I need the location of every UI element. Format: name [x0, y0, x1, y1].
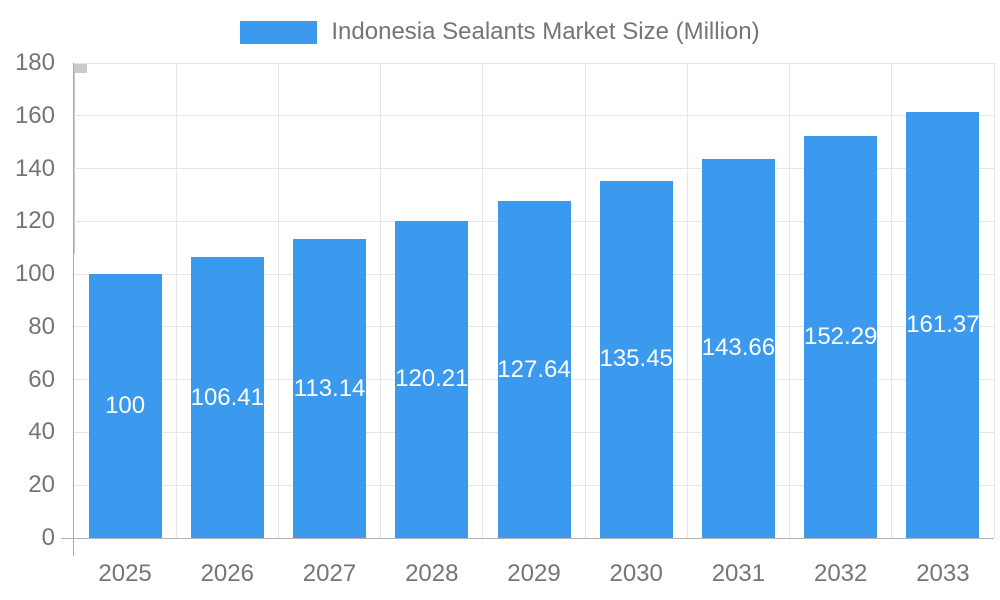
bar-2027[interactable] — [293, 239, 367, 538]
gridline-vertical — [993, 63, 995, 538]
x-axis-label: 2033 — [916, 560, 970, 587]
gridline-vertical — [891, 63, 893, 538]
y-axis-label: 120 — [14, 207, 55, 235]
gridline-vertical — [482, 63, 484, 538]
x-axis-label: 2030 — [609, 560, 663, 587]
bar-value-label: 113.14 — [293, 374, 366, 402]
legend[interactable]: Indonesia Sealants Market Size (Million) — [0, 14, 1000, 50]
y-axis-label: 160 — [14, 101, 55, 129]
bar-2031[interactable] — [701, 158, 775, 538]
x-tick-mark — [74, 199, 75, 217]
bar-2026[interactable] — [190, 257, 264, 538]
y-axis-line — [73, 63, 74, 556]
plot-area: 0 20 40 60 80 100 120 140 160 180 100 2025 106.41 202… — [15, 49, 995, 587]
y-tick-mark — [74, 67, 87, 68]
x-tick-mark — [74, 109, 75, 127]
x-tick-mark — [74, 91, 75, 109]
y-axis-label: 180 — [14, 49, 55, 76]
y-tick-mark — [74, 72, 87, 73]
x-axis-label: 2027 — [302, 560, 357, 587]
legend-swatch-icon — [240, 20, 318, 44]
x-tick-mark — [74, 127, 75, 145]
gridline-horizontal — [74, 62, 994, 64]
y-tick-mark — [74, 64, 87, 65]
x-axis-label: 2029 — [507, 560, 561, 587]
bar-2030[interactable] — [599, 180, 673, 538]
y-tick-mark — [74, 71, 87, 72]
gridline-vertical — [789, 63, 791, 538]
bar-value-label: 161.37 — [906, 311, 980, 339]
gridline-vertical — [584, 63, 586, 538]
y-axis-label: 100 — [14, 260, 55, 288]
x-tick-mark — [74, 145, 75, 163]
gridline-vertical — [380, 63, 382, 538]
bar-value-label: 127.64 — [497, 355, 571, 383]
gridline-vertical — [277, 63, 279, 538]
y-tick-mark — [74, 70, 87, 71]
x-axis-label: 2026 — [200, 560, 254, 587]
x-tick-mark — [74, 235, 75, 253]
bar-value-label: 120.21 — [395, 365, 469, 393]
x-tick-mark — [74, 73, 75, 91]
bar-2032[interactable] — [804, 136, 878, 538]
bar-value-label: 143.66 — [701, 334, 776, 362]
y-tick-mark — [74, 63, 87, 64]
y-axis-label: 0 — [41, 524, 55, 551]
y-axis-label: 40 — [28, 418, 55, 446]
x-axis-label: 2032 — [813, 560, 868, 587]
x-tick-mark — [74, 181, 75, 199]
x-axis-label: 2031 — [711, 560, 766, 587]
x-tick-mark — [74, 217, 75, 235]
y-axis-label: 140 — [14, 154, 55, 182]
bar-value-label: 135.45 — [599, 345, 673, 373]
y-axis-label: 60 — [28, 365, 55, 393]
bar-value-label: 106.41 — [190, 383, 264, 411]
y-tick-mark — [74, 68, 87, 69]
x-axis-line — [61, 537, 994, 539]
gridline-horizontal — [74, 115, 994, 117]
y-axis-label: 20 — [28, 471, 55, 499]
y-tick-mark — [74, 65, 87, 66]
y-axis-label: 80 — [28, 312, 55, 340]
x-axis-label: 2025 — [98, 560, 152, 587]
bar-2033[interactable] — [906, 112, 980, 538]
y-tick-mark — [74, 66, 87, 67]
bar-2025[interactable] — [88, 274, 162, 538]
gridline-vertical — [175, 63, 177, 538]
x-axis-label: 2028 — [405, 560, 459, 587]
gridline-horizontal — [74, 168, 994, 170]
y-tick-mark — [74, 69, 87, 70]
gridline-vertical — [686, 63, 688, 538]
bar-value-label: 152.29 — [803, 323, 878, 351]
x-tick-mark — [74, 163, 75, 181]
bar-value-label: 100 — [105, 392, 146, 420]
bar-2028[interactable] — [395, 220, 469, 538]
legend-label: Indonesia Sealants Market Size (Million) — [331, 18, 760, 45]
bar-2029[interactable] — [497, 201, 571, 538]
